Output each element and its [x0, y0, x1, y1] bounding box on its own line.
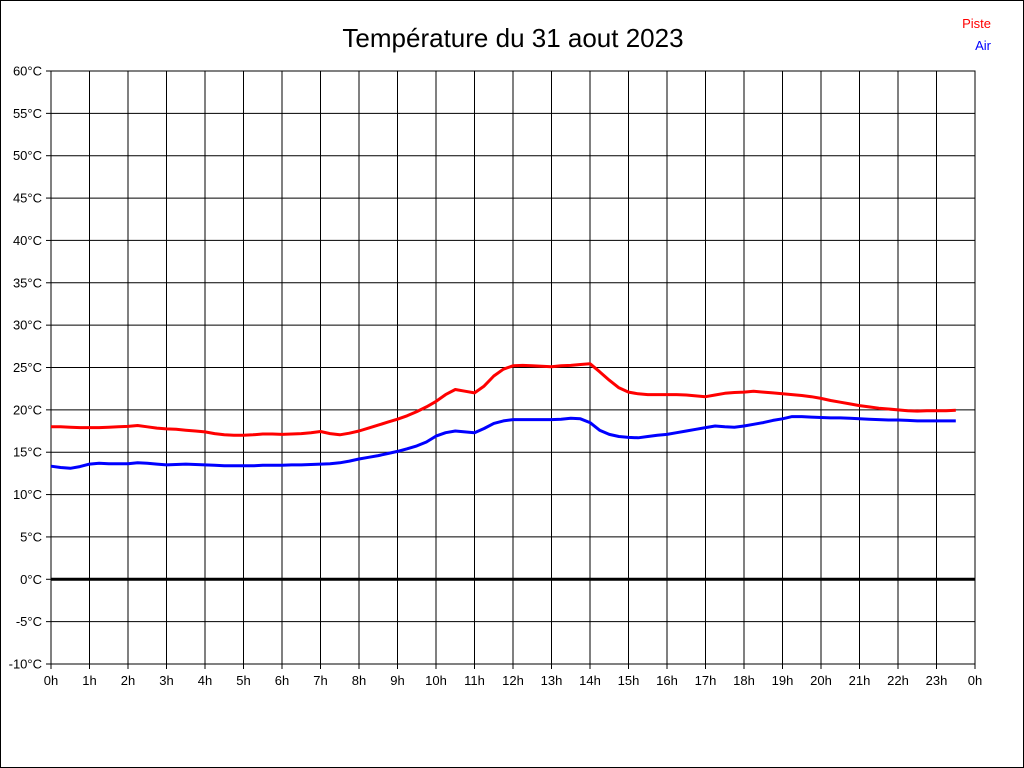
chart-title: Température du 31 aout 2023 — [342, 23, 684, 53]
x-tick-label: 20h — [810, 673, 832, 688]
piste-line — [51, 362, 956, 437]
x-tick-label: 7h — [313, 673, 327, 688]
y-tick-label: 30°C — [13, 318, 42, 333]
air-line — [50, 415, 956, 470]
x-tick-label: 6h — [275, 673, 289, 688]
y-tick-label: 25°C — [13, 360, 42, 375]
x-tick-label: 12h — [502, 673, 524, 688]
y-tick-label: 50°C — [13, 148, 42, 163]
x-tick-label: 1h — [82, 673, 96, 688]
x-tick-label: 17h — [695, 673, 717, 688]
y-tick-label: 40°C — [13, 233, 42, 248]
x-tick-label: 18h — [733, 673, 755, 688]
y-tick-label: -10°C — [9, 657, 42, 672]
legend: Piste Air — [962, 13, 991, 57]
plot-frame — [50, 70, 976, 665]
y-tick-label: 5°C — [20, 529, 42, 544]
x-tick-label: 8h — [352, 673, 366, 688]
legend-item-piste: Piste — [962, 16, 991, 31]
legend-item-air: Air — [975, 38, 991, 53]
y-tick-label: 20°C — [13, 402, 42, 417]
y-tick-label: 45°C — [13, 191, 42, 206]
x-tick-label: 0h — [968, 673, 982, 688]
x-tick-label: 16h — [656, 673, 678, 688]
x-tick-label: 23h — [926, 673, 948, 688]
x-tick-label: 21h — [849, 673, 871, 688]
x-tick-label: 4h — [198, 673, 212, 688]
x-tick-label: 10h — [425, 673, 447, 688]
y-tick-label: 0°C — [20, 572, 42, 587]
y-tick-label: 35°C — [13, 275, 42, 290]
y-tick-label: 15°C — [13, 445, 42, 460]
x-tick-label: 14h — [579, 673, 601, 688]
x-tick-label: 3h — [159, 673, 173, 688]
x-tick-label: 5h — [236, 673, 250, 688]
x-tick-label: 2h — [121, 673, 135, 688]
y-tick-label: 10°C — [13, 487, 42, 502]
x-tick-label: 13h — [541, 673, 563, 688]
y-tick-label: -5°C — [16, 614, 42, 629]
y-tick-label: 60°C — [13, 64, 42, 79]
x-tick-label: 11h — [464, 673, 485, 688]
x-tick-label: 19h — [772, 673, 794, 688]
y-tick-label: 55°C — [13, 106, 42, 121]
x-tick-label: 0h — [44, 673, 58, 688]
x-tick-label: 22h — [887, 673, 909, 688]
x-tick-label: 9h — [390, 673, 404, 688]
x-tick-label: 15h — [618, 673, 640, 688]
